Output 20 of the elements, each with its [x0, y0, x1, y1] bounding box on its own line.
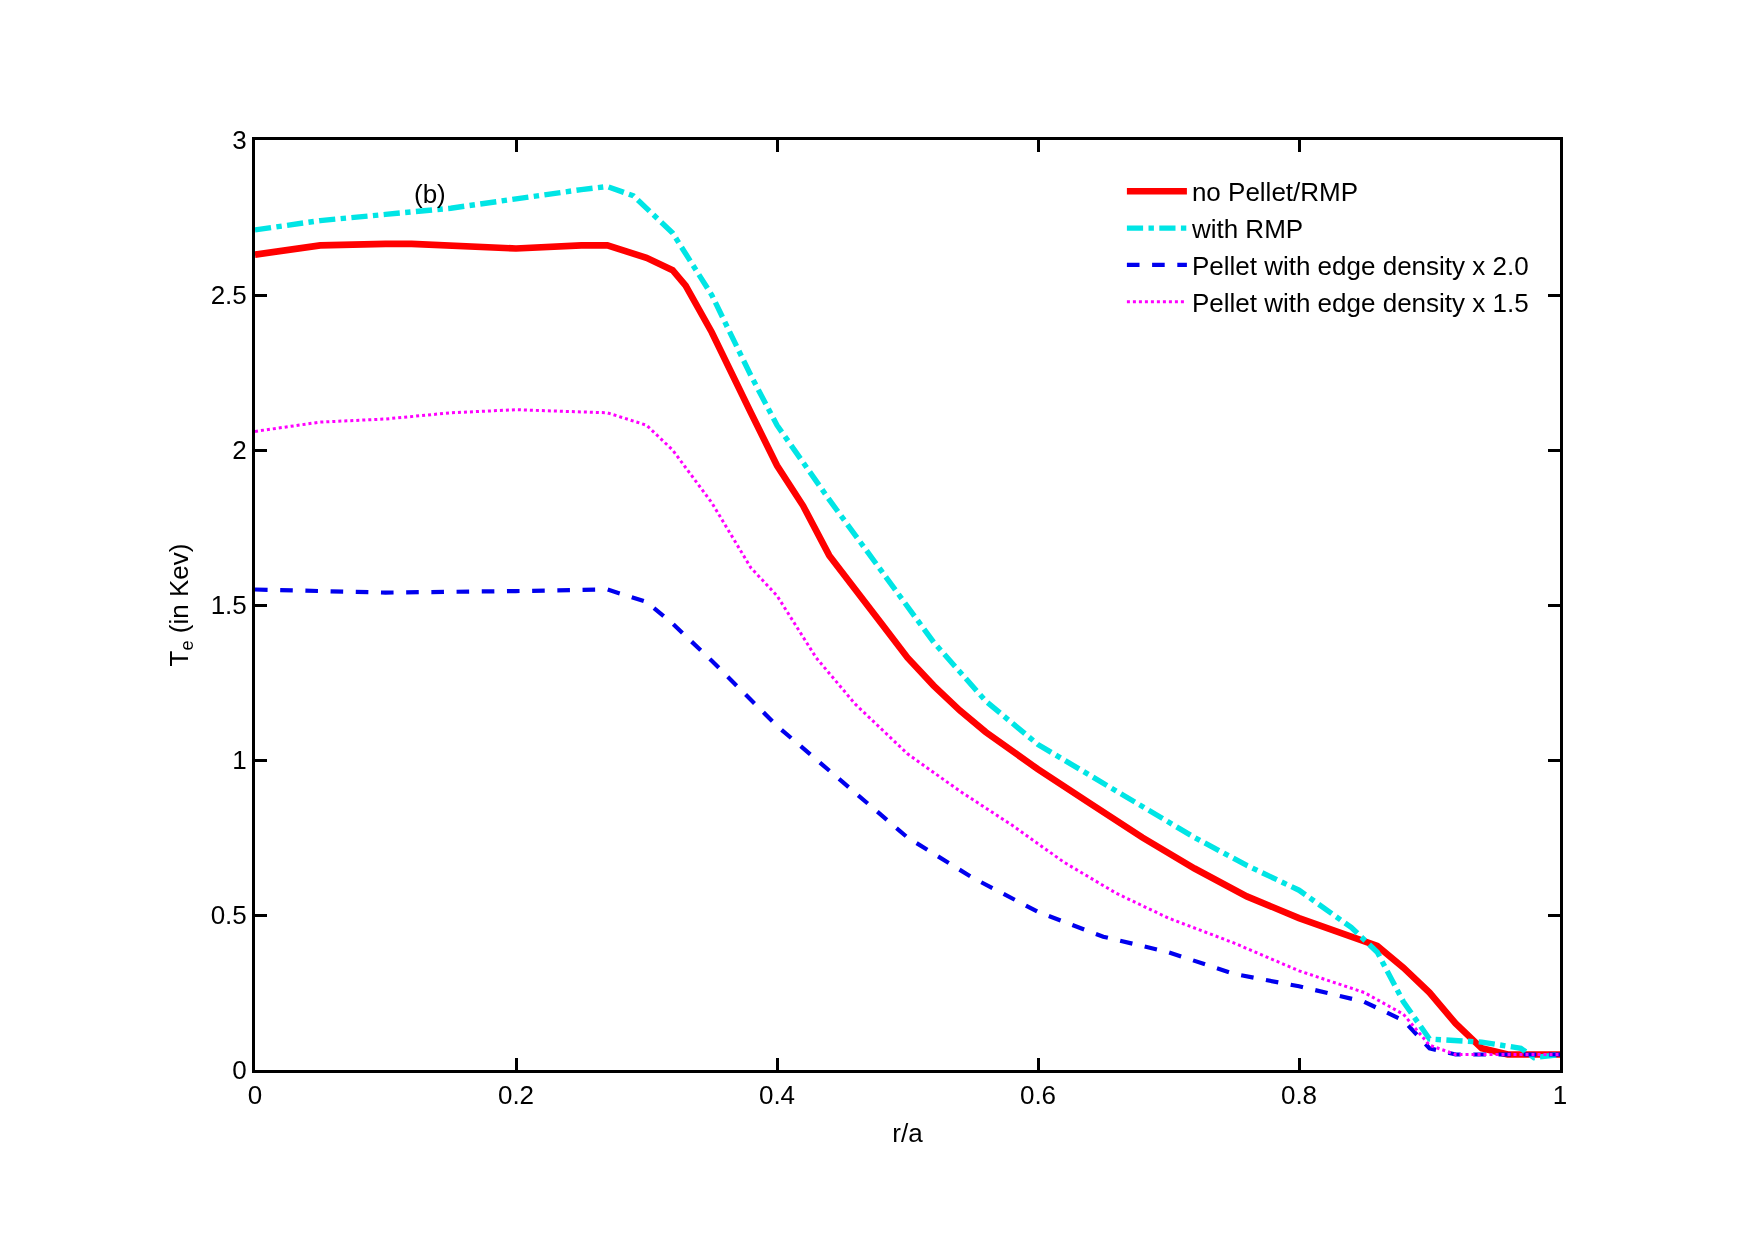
x-tick-label: 1 — [1552, 1080, 1568, 1111]
legend-label: with RMP — [1190, 214, 1304, 245]
line-series — [255, 587, 1560, 1057]
x-axis-title: r/a — [892, 1117, 924, 1148]
legend-label: no Pellet/RMP — [1191, 177, 1359, 208]
x-tick-label: 0.6 — [1019, 1080, 1057, 1111]
y-tick-label: 1 — [232, 745, 247, 776]
y-tick-label: 2.5 — [210, 280, 247, 311]
y-tick-label: 2 — [232, 435, 247, 466]
x-tick-label: 0.8 — [1280, 1080, 1318, 1111]
annotation: (b) — [414, 179, 446, 209]
y-tick-label: 0.5 — [210, 900, 247, 931]
legend-label: Pellet with edge density x 1.5 — [1191, 287, 1529, 318]
legend-label: Pellet with edge density x 2.0 — [1191, 251, 1529, 282]
y-tick-label: 3 — [232, 125, 247, 156]
y-tick-label: 1.5 — [210, 590, 247, 621]
x-tick-label: 0.4 — [758, 1080, 796, 1111]
line-series — [255, 408, 1560, 1056]
x-tick-label: 0.2 — [497, 1080, 535, 1111]
y-tick-label: 0 — [232, 1055, 247, 1086]
